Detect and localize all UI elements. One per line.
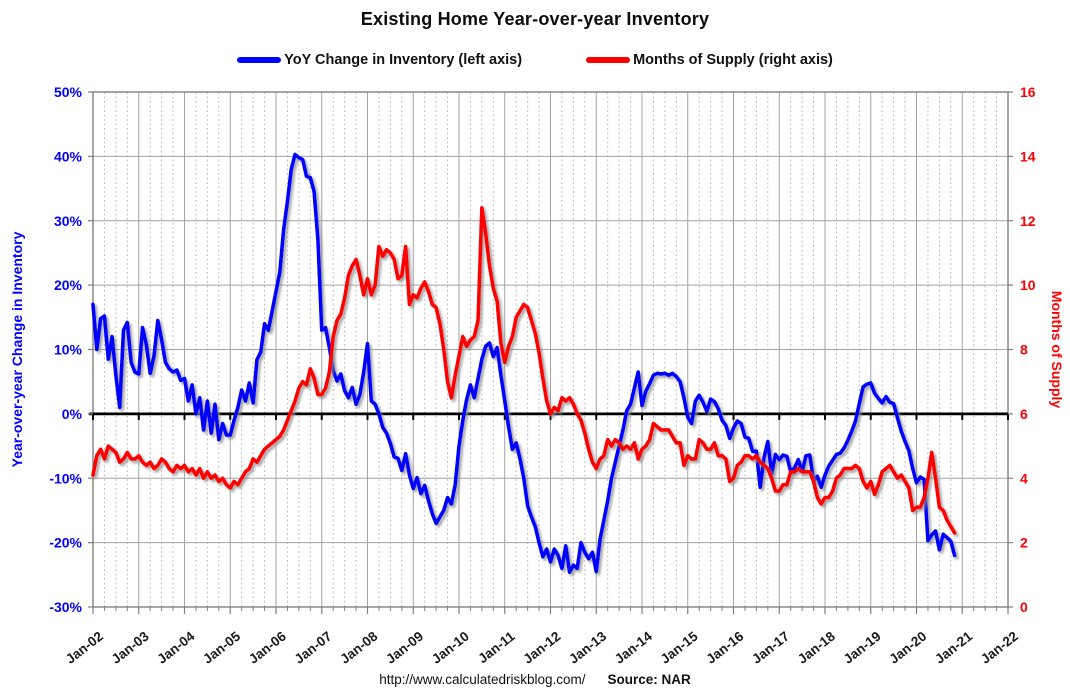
chart-footer: http://www.calculatedriskblog.com/Source… [0,672,1070,687]
x-axis-tick-label: Jan-14 [612,628,655,666]
x-axis-tick-label: Jan-12 [520,629,563,667]
axis-ticks [88,91,1013,614]
source-credit: Source: NAR [607,672,691,687]
source-url: http://www.calculatedriskblog.com/ [379,672,586,687]
months-of-supply-line [91,206,957,535]
x-axis-tick-label: Jan-11 [475,628,518,666]
left-axis-tick-label: 50% [54,84,83,100]
left-axis-title: Year-over-year Change in Inventory [9,231,25,467]
right-axis-tick-label: 16 [1020,84,1036,100]
x-axis-tick-label: Jan-08 [337,628,380,666]
legend-item-yoy: YoY Change in Inventory (left axis) [237,52,522,68]
left-axis-tick-label: 10% [54,342,83,358]
left-axis-tick-label: 0% [62,406,83,422]
right-axis-tick-label: 8 [1020,342,1028,358]
left-axis-tick-label: -20% [49,535,82,551]
x-axis-tick-label: Jan-19 [841,629,884,667]
left-axis-tick-label: 20% [54,277,83,293]
gridlines [92,91,1009,608]
zero-reference-line [89,412,1009,420]
x-axis-tick-label: Jan-13 [566,628,609,666]
right-axis-tick-label: 6 [1020,406,1028,422]
right-axis-title: Months of Supply [1049,291,1065,409]
right-axis-tick-label: 14 [1020,148,1036,164]
right-axis-tick-label: 4 [1020,470,1028,486]
yoy-inventory-line [91,152,957,575]
left-axis-tick-label: 30% [54,213,83,229]
x-axis-tick-label: Jan-07 [292,629,335,667]
x-axis-tick-label: Jan-06 [246,628,289,666]
left-axis-tick-label: 40% [54,148,83,164]
right-axis-tick-label: 10 [1020,277,1036,293]
x-axis-tick-label: Jan-05 [200,628,243,666]
x-axis-tick-label: Jan-16 [703,628,746,666]
right-axis-tick-label: 0 [1020,599,1028,615]
legend-item-supply: Months of Supply (right axis) [586,52,833,68]
yoy-legend-swatch [237,57,282,63]
x-axis-tick-label: Jan-20 [886,629,929,667]
x-axis-tick-label: Jan-03 [109,628,152,666]
chart-title: Existing Home Year-over-year Inventory [360,9,710,29]
x-axis-tick-label: Jan-02 [63,629,106,667]
x-axis-tick-label: Jan-21 [932,628,975,666]
left-axis-tick-label: -10% [49,470,82,486]
x-axis-tick-label: Jan-18 [795,628,838,666]
yoy-legend-label: YoY Change in Inventory (left axis) [284,52,523,68]
right-axis-tick-label: 12 [1020,213,1036,229]
x-axis-tick-label: Jan-22 [978,629,1021,667]
x-axis-tick-label: Jan-17 [749,629,792,667]
right-axis-tick-label: 2 [1020,535,1028,551]
x-axis-tick-label: Jan-04 [154,628,197,666]
left-axis-tick-label: -30% [49,599,82,615]
supply-legend-swatch [586,57,631,63]
supply-legend-label: Months of Supply (right axis) [633,52,833,68]
x-axis-tick-label: Jan-10 [429,629,472,667]
chart-legend: YoY Change in Inventory (left axis) Mont… [0,52,1070,68]
x-axis-tick-label: Jan-15 [658,628,701,666]
x-axis-tick-label: Jan-09 [383,629,426,667]
